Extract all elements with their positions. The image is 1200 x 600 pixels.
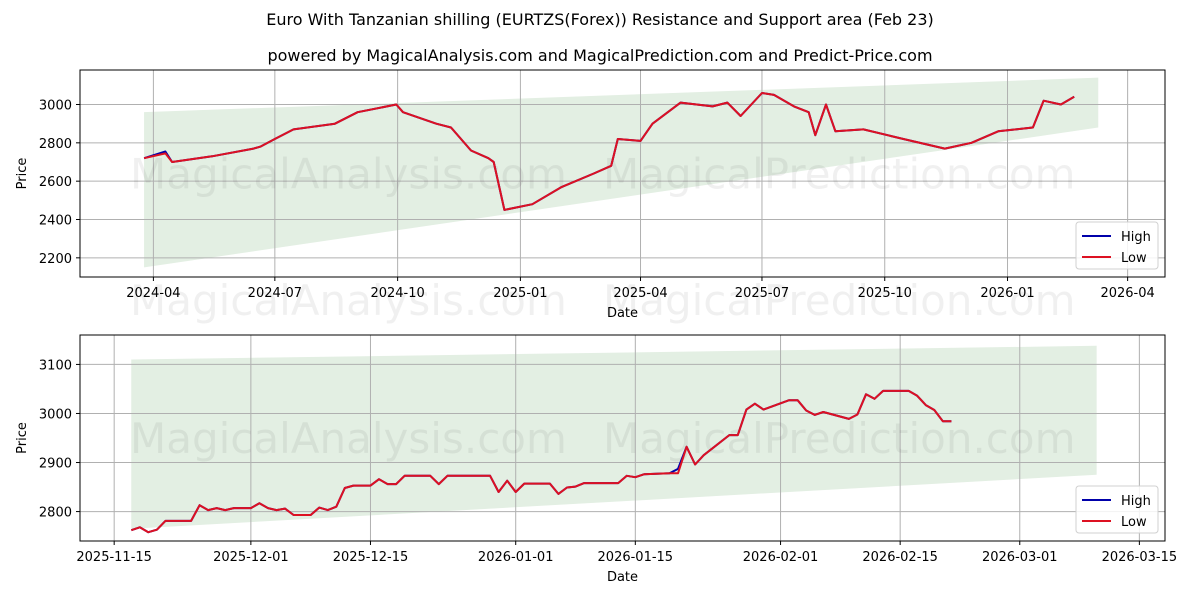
- x-axis-label: Date: [607, 570, 638, 585]
- axes: 2024-04 2024-07 2024-10 2025-01 2025-04 2025-…: [15, 69, 1166, 321]
- legend-entry: High: [1121, 494, 1151, 509]
- x-tick-label: 2024-10: [370, 286, 424, 301]
- y-tick-label: 2400: [39, 214, 72, 229]
- axes: 2025-11-15 2025-12-01 2025-12-15 2026-01-01…: [15, 334, 1178, 585]
- y-tick-label: 2800: [39, 137, 72, 152]
- y-tick-label: 3000: [39, 99, 72, 114]
- x-tick-label: 2024-07: [248, 286, 302, 301]
- svg-text:MagicalAnalysis.com: MagicalAnalysis.com: [130, 276, 567, 325]
- x-tick-label: 2026-04: [1100, 286, 1154, 301]
- watermark: MagicalAnalysis.com MagicalPrediction.com…: [130, 150, 1076, 326]
- top-chart-panel: MagicalAnalysis.com MagicalPrediction.com…: [15, 69, 1166, 326]
- y-axis-label: Price: [15, 158, 30, 190]
- svg-text:MagicalPrediction.com: MagicalPrediction.com: [603, 414, 1076, 463]
- x-tick-label: 2025-07: [735, 286, 789, 301]
- y-tick-label: 2900: [39, 457, 72, 472]
- x-tick-label: 2026-01-15: [598, 550, 674, 565]
- x-tick-label: 2026-01: [980, 286, 1034, 301]
- grid-lines: [80, 335, 1165, 541]
- legend-entry: Low: [1121, 515, 1147, 530]
- y-tick-label: 2800: [39, 506, 72, 521]
- y-axis-label: Price: [15, 422, 30, 454]
- svg-text:MagicalAnalysis.com: MagicalAnalysis.com: [130, 150, 567, 199]
- y-tick-label: 3100: [39, 358, 72, 373]
- x-tick-label: 2024-04: [126, 286, 180, 301]
- svg-text:MagicalPrediction.com: MagicalPrediction.com: [603, 276, 1076, 325]
- price-lines: [130, 389, 952, 534]
- x-tick-label: 2025-10: [858, 286, 912, 301]
- legend-entry: Low: [1121, 251, 1147, 266]
- svg-text:MagicalAnalysis.com: MagicalAnalysis.com: [130, 414, 567, 463]
- x-tick-label: 2025-11-15: [76, 550, 152, 565]
- legend: High Low: [1075, 221, 1159, 270]
- chart-subtitle: powered by MagicalAnalysis.com and Magic…: [267, 46, 933, 65]
- x-tick-label: 2026-02-01: [743, 550, 819, 565]
- y-tick-label: 2200: [39, 252, 72, 267]
- x-tick-label: 2026-03-15: [1102, 550, 1178, 565]
- low-price-line: [143, 92, 1075, 211]
- price-lines: [143, 92, 1075, 211]
- bottom-chart-panel: MagicalAnalysis.com MagicalPrediction.com…: [15, 334, 1178, 585]
- svg-text:MagicalPrediction.com: MagicalPrediction.com: [603, 150, 1076, 199]
- x-tick-label: 2025-04: [613, 286, 667, 301]
- x-tick-label: 2026-01-01: [478, 550, 554, 565]
- x-tick-label: 2026-02-15: [862, 550, 938, 565]
- watermark: MagicalAnalysis.com MagicalPrediction.com: [130, 414, 1076, 463]
- legend-entry: High: [1121, 230, 1151, 245]
- chart-title: Euro With Tanzanian shilling (EURTZS(For…: [266, 10, 934, 29]
- y-tick-label: 3000: [39, 407, 72, 422]
- low-price-line: [130, 389, 952, 534]
- x-tick-label: 2025-01: [493, 286, 547, 301]
- x-axis-label: Date: [607, 306, 638, 321]
- legend: High Low: [1075, 485, 1159, 534]
- x-tick-label: 2025-12-01: [213, 550, 289, 565]
- y-tick-label: 2600: [39, 175, 72, 190]
- x-tick-label: 2026-03-01: [982, 550, 1058, 565]
- x-tick-label: 2025-12-15: [333, 550, 409, 565]
